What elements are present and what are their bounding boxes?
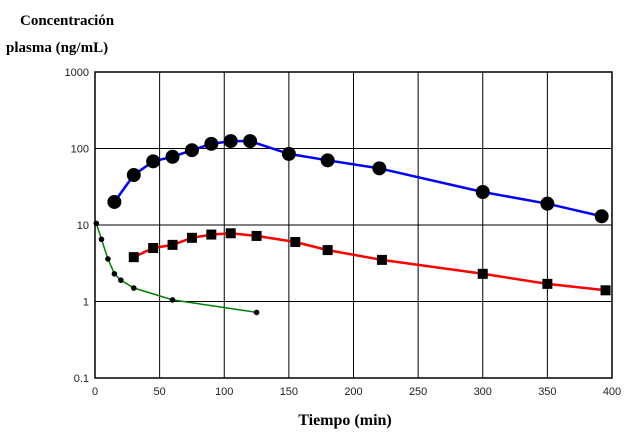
data-point	[225, 228, 236, 239]
data-point	[167, 239, 178, 250]
data-point	[93, 220, 100, 227]
series-layer	[93, 134, 611, 316]
data-point	[223, 134, 238, 149]
y-tick-label: 1000	[65, 67, 89, 79]
x-tick-label: 100	[215, 386, 233, 398]
data-point	[290, 236, 301, 247]
data-point	[372, 161, 387, 176]
data-point	[281, 146, 296, 161]
data-point	[320, 153, 335, 168]
data-point	[98, 236, 105, 243]
data-point	[130, 285, 137, 291]
data-point	[111, 271, 118, 277]
series-line	[95, 223, 257, 314]
data-point	[477, 268, 488, 279]
tick-labels: 0 50 100 150 200 250 300 350 400 0.1 1 10 100 1000	[65, 67, 622, 398]
x-tick-label: 0	[92, 386, 98, 398]
x-tick-label: 250	[409, 386, 427, 398]
data-point	[540, 196, 555, 211]
x-tick-label: 400	[603, 386, 621, 398]
x-tick-label: 200	[344, 386, 362, 398]
data-point	[594, 209, 609, 224]
series-line	[133, 232, 606, 292]
data-point	[105, 256, 111, 262]
y-tick-label: 10	[77, 220, 89, 232]
series-1	[107, 134, 609, 224]
series-3	[93, 220, 260, 316]
chart-title-line1: Concentración	[20, 13, 115, 29]
y-tick-label: 1	[83, 297, 89, 309]
data-point	[204, 136, 219, 151]
x-tick-label: 150	[280, 386, 298, 398]
data-point	[600, 285, 611, 296]
data-point	[243, 134, 258, 149]
data-point	[184, 143, 199, 158]
x-tick-label: 50	[154, 386, 166, 398]
series-2	[128, 228, 611, 296]
x-tick-label: 300	[474, 386, 492, 398]
data-point	[146, 154, 161, 169]
y-tick-label: 0.1	[74, 373, 89, 385]
data-point	[118, 277, 124, 283]
data-point	[169, 297, 176, 303]
data-point	[165, 149, 180, 164]
data-point	[251, 230, 262, 241]
chart-title-line2: plasma (ng/mL)	[6, 40, 108, 56]
data-point	[475, 185, 490, 200]
data-point	[128, 252, 139, 263]
data-point	[107, 194, 122, 209]
data-point	[148, 243, 159, 254]
data-point	[126, 168, 141, 183]
grid	[94, 71, 613, 379]
data-point	[186, 232, 197, 243]
data-point	[542, 278, 553, 289]
y-tick-label: 100	[71, 144, 89, 156]
data-point	[376, 254, 387, 265]
data-point	[253, 309, 260, 316]
x-axis-label: Tiempo (min)	[298, 412, 391, 429]
data-point	[206, 229, 217, 240]
x-tick-label: 350	[538, 386, 556, 398]
data-point	[322, 245, 333, 256]
